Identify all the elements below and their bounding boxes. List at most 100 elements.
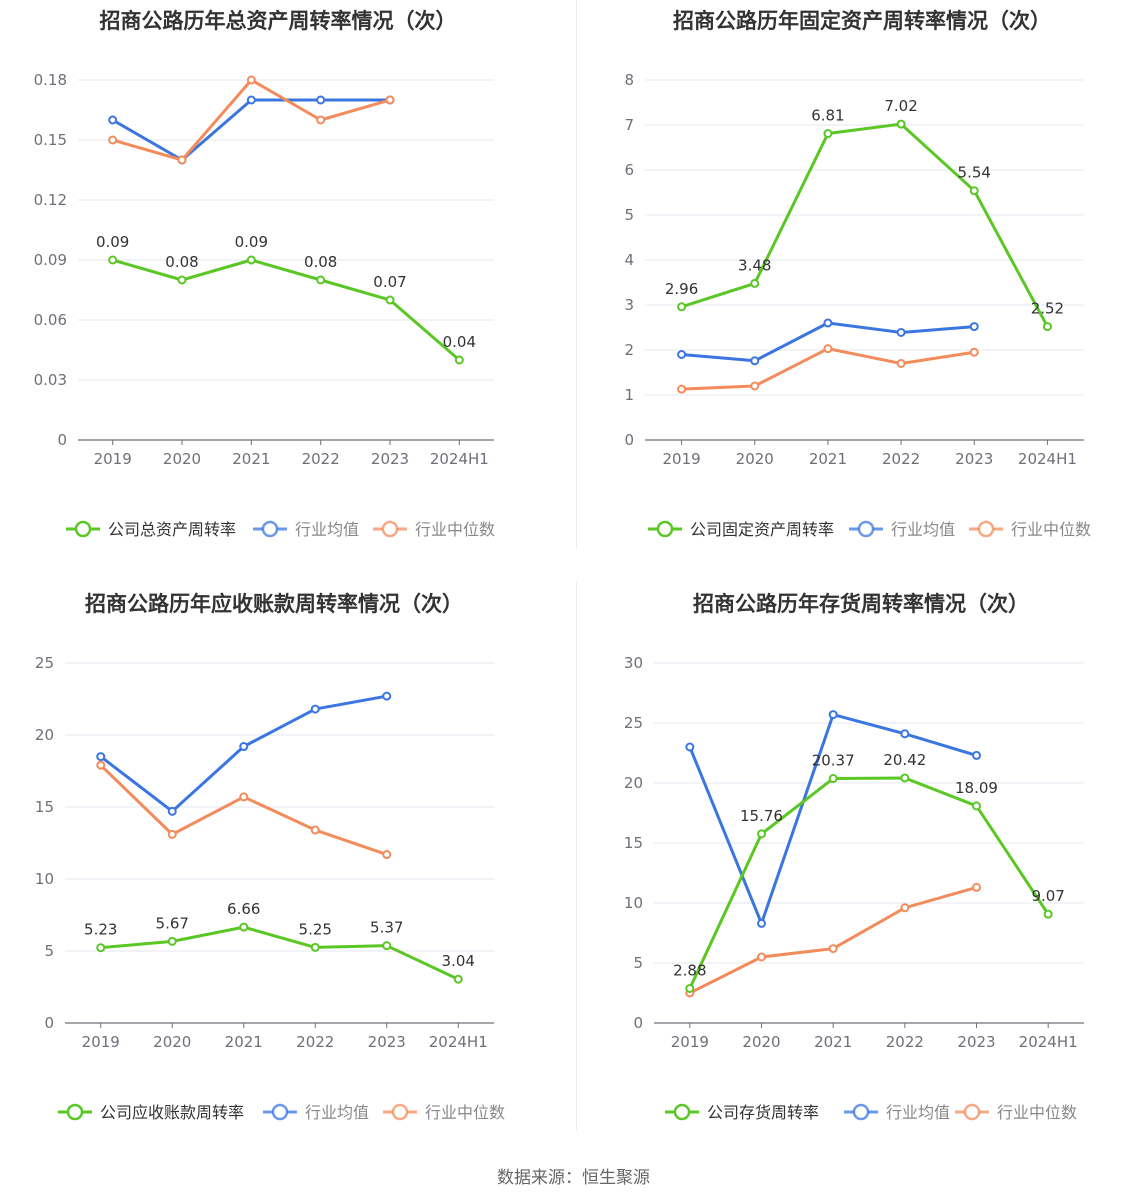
legend-label: 公司总资产周转率 bbox=[108, 520, 236, 539]
data-label: 0.04 bbox=[443, 333, 476, 351]
x-tick-label: 2023 bbox=[371, 450, 409, 468]
legend-item[interactable]: 行业均值 bbox=[253, 520, 359, 539]
series-line bbox=[112, 258, 461, 362]
data-label: 5.54 bbox=[958, 164, 991, 182]
data-point bbox=[239, 922, 249, 932]
series-line bbox=[100, 925, 459, 981]
divider-bottom bbox=[576, 582, 577, 1130]
data-point bbox=[677, 384, 687, 394]
x-tick-label: 2023 bbox=[955, 450, 993, 468]
data-point bbox=[177, 155, 187, 165]
legend-item[interactable]: 行业中位数 bbox=[969, 520, 1091, 539]
legend-label: 行业中位数 bbox=[415, 520, 495, 539]
data-point bbox=[1042, 322, 1052, 332]
data-point bbox=[177, 275, 187, 285]
data-point bbox=[385, 295, 395, 305]
legend-circle-icon bbox=[381, 520, 399, 538]
data-point bbox=[896, 327, 906, 337]
data-point bbox=[828, 710, 838, 720]
line-chart: 0 5 10 15 20 25 30 2019 2020 2021 2022 2023 2024H1 2.… bbox=[624, 654, 1084, 1122]
data-point bbox=[246, 95, 256, 105]
legend-circle-icon bbox=[271, 1103, 289, 1121]
chart-panel-fixed-assets-turnover: 招商公路历年固定资产周转率情况（次） 0 1 2 3 4 5 6 7 8 2019 2020 2021… bbox=[587, 5, 1147, 575]
y-tick-label: 1 bbox=[624, 386, 634, 404]
data-point bbox=[108, 115, 118, 125]
data-point bbox=[969, 186, 979, 196]
y-tick-label: 8 bbox=[624, 71, 634, 89]
x-tick-label: 2024H1 bbox=[430, 450, 489, 468]
y-tick-label: 25 bbox=[624, 714, 643, 732]
data-label: 7.02 bbox=[884, 97, 917, 115]
y-tick-label: 5 bbox=[44, 942, 54, 960]
y-tick-label: 2 bbox=[624, 341, 634, 359]
legend-circle-icon bbox=[656, 520, 674, 538]
x-tick-label: 2022 bbox=[886, 1033, 924, 1051]
data-point bbox=[757, 829, 766, 839]
legend-item[interactable]: 行业均值 bbox=[844, 1103, 950, 1122]
data-label: 18.09 bbox=[955, 779, 998, 797]
x-tick-label: 2024H1 bbox=[1018, 450, 1077, 468]
chart-title: 招商公路历年应收账款周转率情况（次） bbox=[85, 592, 463, 616]
data-point bbox=[310, 704, 320, 714]
data-point bbox=[969, 347, 979, 357]
series-line bbox=[99, 764, 388, 856]
y-tick-label: 0.15 bbox=[34, 131, 67, 149]
y-tick-label: 10 bbox=[35, 870, 54, 888]
legend-label: 行业中位数 bbox=[1011, 520, 1091, 539]
legend-item[interactable]: 公司应收账款周转率 bbox=[58, 1103, 244, 1122]
y-tick-label: 0 bbox=[57, 431, 67, 449]
data-point bbox=[382, 691, 392, 701]
y-tick-label: 0.09 bbox=[34, 251, 67, 269]
data-point bbox=[823, 344, 833, 354]
data-point bbox=[896, 119, 906, 129]
y-tick-label: 15 bbox=[624, 834, 643, 852]
data-point bbox=[454, 355, 464, 365]
legend-label: 行业均值 bbox=[891, 520, 955, 539]
legend-circle-icon bbox=[66, 1103, 84, 1121]
data-label: 6.81 bbox=[811, 107, 844, 125]
y-tick-label: 0.03 bbox=[34, 371, 67, 389]
data-point bbox=[972, 801, 981, 811]
data-point bbox=[316, 275, 326, 285]
legend-item[interactable]: 行业均值 bbox=[849, 520, 955, 539]
data-label: 20.42 bbox=[883, 751, 926, 769]
legend-item[interactable]: 行业中位数 bbox=[955, 1103, 1077, 1122]
data-label: 0.08 bbox=[165, 253, 198, 271]
data-label: 20.37 bbox=[812, 752, 855, 770]
x-tick-label: 2020 bbox=[742, 1033, 780, 1051]
legend-item[interactable]: 行业中位数 bbox=[373, 520, 495, 539]
data-point bbox=[750, 381, 760, 391]
data-point bbox=[167, 806, 177, 816]
data-point bbox=[96, 752, 106, 762]
x-tick-label: 2023 bbox=[368, 1033, 406, 1051]
data-point bbox=[757, 952, 766, 962]
legend-item[interactable]: 公司总资产周转率 bbox=[66, 520, 236, 539]
data-label: 3.48 bbox=[738, 256, 771, 274]
legend-item[interactable]: 公司存货周转率 bbox=[665, 1103, 819, 1122]
data-point bbox=[310, 825, 320, 835]
data-point bbox=[677, 350, 687, 359]
divider-top bbox=[576, 0, 577, 548]
legend-circle-icon bbox=[673, 1103, 691, 1121]
x-tick-label: 2021 bbox=[814, 1033, 852, 1051]
legend-item[interactable]: 行业均值 bbox=[263, 1103, 369, 1122]
legend-circle-icon bbox=[261, 520, 279, 538]
data-point bbox=[757, 918, 766, 928]
series-line bbox=[688, 776, 1050, 990]
y-tick-label: 6 bbox=[624, 161, 634, 179]
legend-circle-icon bbox=[963, 1103, 981, 1121]
legend-circle-icon bbox=[857, 520, 875, 538]
data-point bbox=[823, 129, 833, 139]
data-point bbox=[246, 75, 256, 85]
data-point bbox=[685, 742, 695, 752]
legend-item[interactable]: 公司固定资产周转率 bbox=[648, 520, 834, 539]
data-point bbox=[823, 318, 833, 328]
data-label: 5.25 bbox=[299, 920, 332, 938]
chart-panel-total-assets-turnover: 招商公路历年总资产周转率情况（次） 0 0.03 0.06 0.09 0.12 0.15 0… bbox=[0, 5, 560, 575]
data-point bbox=[828, 944, 838, 954]
y-tick-label: 0.12 bbox=[34, 191, 67, 209]
y-tick-label: 25 bbox=[35, 654, 54, 672]
legend-item[interactable]: 行业中位数 bbox=[383, 1103, 505, 1122]
legend-circle-icon bbox=[74, 520, 92, 538]
y-tick-label: 7 bbox=[624, 116, 634, 134]
